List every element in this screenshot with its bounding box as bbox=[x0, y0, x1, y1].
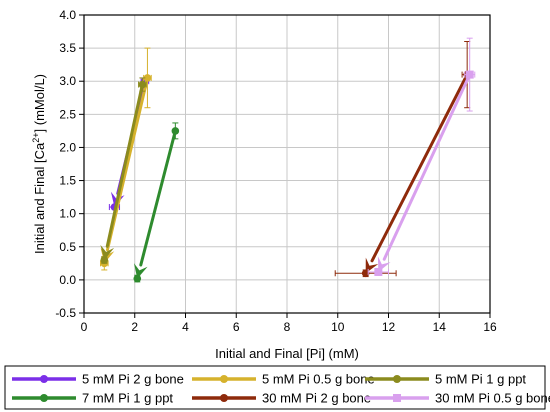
legend-swatch-marker bbox=[40, 375, 48, 383]
legend-label: 5 mM Pi 1 g ppt bbox=[435, 372, 526, 387]
x-tick-label: 2 bbox=[131, 320, 138, 334]
x-tick-label: 12 bbox=[382, 320, 396, 334]
y-tick-label: 2.0 bbox=[59, 140, 76, 154]
x-tick-label: 10 bbox=[331, 320, 345, 334]
legend-swatch-marker bbox=[393, 375, 401, 383]
legend-item: 5 mM Pi 1 g ppt bbox=[365, 372, 526, 387]
legend-label: 5 mM Pi 2 g bone bbox=[82, 372, 184, 387]
x-tick-label: 0 bbox=[81, 320, 88, 334]
series-5 bbox=[361, 70, 471, 278]
legend: 5 mM Pi 2 g bone 5 mM Pi 0.5 g bone 5 mM P… bbox=[4, 365, 550, 410]
y-tick-label: -0.5 bbox=[55, 306, 76, 320]
grid-lines bbox=[83, 14, 491, 314]
series-4 bbox=[133, 127, 180, 283]
x-tick-label: 6 bbox=[233, 320, 240, 334]
legend-swatch-marker bbox=[40, 394, 48, 402]
y-tick-label: 2.5 bbox=[59, 107, 76, 121]
y-tick-label: 0.0 bbox=[59, 273, 76, 287]
legend-item: 30 mM Pi 0.5 g bone bbox=[365, 391, 550, 406]
y-tick-label: 0.5 bbox=[59, 240, 76, 254]
y-tick-label: 3.5 bbox=[59, 41, 76, 55]
series-arrow-line bbox=[139, 129, 177, 267]
series-arrow-line bbox=[370, 73, 469, 263]
series-6 bbox=[374, 70, 474, 276]
y-tick-label: 1.5 bbox=[59, 174, 76, 188]
y-tick-label: 3.0 bbox=[59, 74, 76, 88]
legend-swatch-marker bbox=[220, 375, 228, 383]
y-axis-title: Initial and Final [Ca2+] (mMol/L) bbox=[31, 74, 47, 254]
x-tick-label: 14 bbox=[433, 320, 447, 334]
legend-item: 7 mM Pi 1 g ppt bbox=[12, 391, 173, 406]
legend-item: 5 mM Pi 2 g bone bbox=[12, 372, 184, 387]
x-axis-title: Initial and Final [Pi] (mM) bbox=[215, 346, 359, 361]
y-tick-label: 1.0 bbox=[59, 207, 76, 221]
legend-label: 5 mM Pi 0.5 g bone bbox=[262, 372, 375, 387]
series-arrow-head bbox=[365, 257, 379, 274]
legend-item: 30 mM Pi 2 g bone bbox=[192, 391, 371, 406]
legend-swatch-marker bbox=[220, 394, 228, 402]
y-tick-label: 4.0 bbox=[59, 8, 76, 22]
series-arrow-line bbox=[105, 83, 144, 248]
legend-label: 30 mM Pi 2 g bone bbox=[262, 391, 371, 406]
x-tick-label: 16 bbox=[483, 320, 497, 334]
series-arrow-line bbox=[382, 73, 472, 261]
data-layer bbox=[99, 37, 476, 283]
legend-box bbox=[4, 365, 546, 410]
legend-label: 30 mM Pi 0.5 g bone bbox=[435, 391, 550, 406]
x-tick-label: 4 bbox=[182, 320, 189, 334]
series-arrow-head bbox=[134, 263, 148, 279]
axes: 0 2 4 6 8 10 12 14 16 -0.5 0.0 0.5 1.0 1.5 2.0 2.5 3.0 3.… bbox=[55, 8, 497, 334]
legend-swatch-marker bbox=[393, 394, 401, 402]
legend-label: 7 mM Pi 1 g ppt bbox=[82, 391, 173, 406]
x-tick-label: 8 bbox=[284, 320, 291, 334]
legend-item: 5 mM Pi 0.5 g bone bbox=[192, 372, 375, 387]
